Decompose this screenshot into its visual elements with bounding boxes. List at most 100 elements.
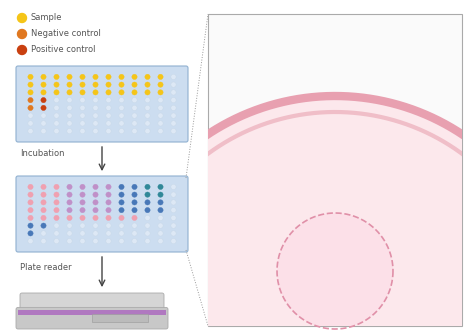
Circle shape (132, 192, 137, 197)
Circle shape (93, 215, 98, 220)
Circle shape (106, 113, 111, 118)
Circle shape (41, 200, 46, 205)
Circle shape (132, 97, 137, 103)
Circle shape (67, 192, 72, 197)
Circle shape (145, 192, 150, 197)
Circle shape (145, 105, 150, 111)
Circle shape (158, 231, 163, 236)
Circle shape (54, 192, 59, 197)
Circle shape (41, 121, 46, 126)
Circle shape (41, 192, 46, 197)
Circle shape (106, 239, 111, 244)
Circle shape (80, 97, 85, 103)
Circle shape (93, 128, 98, 134)
Circle shape (18, 30, 27, 39)
Circle shape (132, 223, 137, 228)
Circle shape (54, 200, 59, 205)
Circle shape (93, 231, 98, 236)
Circle shape (106, 128, 111, 134)
Circle shape (80, 113, 85, 118)
Circle shape (132, 121, 137, 126)
Circle shape (80, 200, 85, 205)
Circle shape (28, 82, 33, 87)
Circle shape (80, 239, 85, 244)
Circle shape (145, 128, 150, 134)
Circle shape (158, 200, 163, 205)
Circle shape (158, 239, 163, 244)
Circle shape (80, 223, 85, 228)
Circle shape (28, 105, 33, 111)
Circle shape (41, 208, 46, 213)
Circle shape (106, 231, 111, 236)
Circle shape (80, 82, 85, 87)
FancyBboxPatch shape (20, 293, 164, 313)
Circle shape (93, 113, 98, 118)
Circle shape (158, 128, 163, 134)
Circle shape (28, 113, 33, 118)
Circle shape (54, 105, 59, 111)
Circle shape (106, 192, 111, 197)
Circle shape (119, 192, 124, 197)
Circle shape (67, 97, 72, 103)
Circle shape (119, 208, 124, 213)
Circle shape (145, 121, 150, 126)
Circle shape (28, 215, 33, 220)
Circle shape (119, 200, 124, 205)
FancyBboxPatch shape (16, 176, 188, 252)
Circle shape (145, 208, 150, 213)
Circle shape (106, 215, 111, 220)
FancyBboxPatch shape (16, 66, 188, 142)
Circle shape (41, 231, 46, 236)
Circle shape (132, 82, 137, 87)
Circle shape (67, 231, 72, 236)
Circle shape (93, 223, 98, 228)
Circle shape (171, 105, 176, 111)
Text: Negative control: Negative control (31, 30, 101, 39)
Circle shape (41, 90, 46, 95)
Circle shape (145, 82, 150, 87)
Circle shape (28, 192, 33, 197)
Circle shape (80, 105, 85, 111)
Circle shape (41, 223, 46, 228)
Circle shape (93, 192, 98, 197)
Circle shape (158, 113, 163, 118)
Circle shape (171, 239, 176, 244)
Circle shape (28, 208, 33, 213)
Circle shape (54, 215, 59, 220)
Text: Incubation: Incubation (20, 149, 64, 158)
Circle shape (93, 184, 98, 190)
Circle shape (106, 223, 111, 228)
Circle shape (158, 184, 163, 190)
Circle shape (171, 90, 176, 95)
Circle shape (132, 239, 137, 244)
Bar (208, 14, 462, 326)
Circle shape (171, 97, 176, 103)
Circle shape (145, 184, 150, 190)
Circle shape (41, 184, 46, 190)
Circle shape (171, 192, 176, 197)
Circle shape (106, 97, 111, 103)
Circle shape (67, 223, 72, 228)
Circle shape (119, 97, 124, 103)
Circle shape (158, 90, 163, 95)
Circle shape (67, 128, 72, 134)
Circle shape (54, 113, 59, 118)
Circle shape (106, 90, 111, 95)
Circle shape (145, 231, 150, 236)
Circle shape (93, 90, 98, 95)
Circle shape (171, 113, 176, 118)
Circle shape (93, 121, 98, 126)
Circle shape (171, 215, 176, 220)
Circle shape (54, 90, 59, 95)
Circle shape (93, 74, 98, 80)
Circle shape (132, 184, 137, 190)
Circle shape (67, 121, 72, 126)
Circle shape (106, 82, 111, 87)
Circle shape (119, 223, 124, 228)
Circle shape (28, 128, 33, 134)
Circle shape (132, 74, 137, 80)
Circle shape (28, 200, 33, 205)
Circle shape (93, 105, 98, 111)
Circle shape (171, 200, 176, 205)
Circle shape (93, 97, 98, 103)
